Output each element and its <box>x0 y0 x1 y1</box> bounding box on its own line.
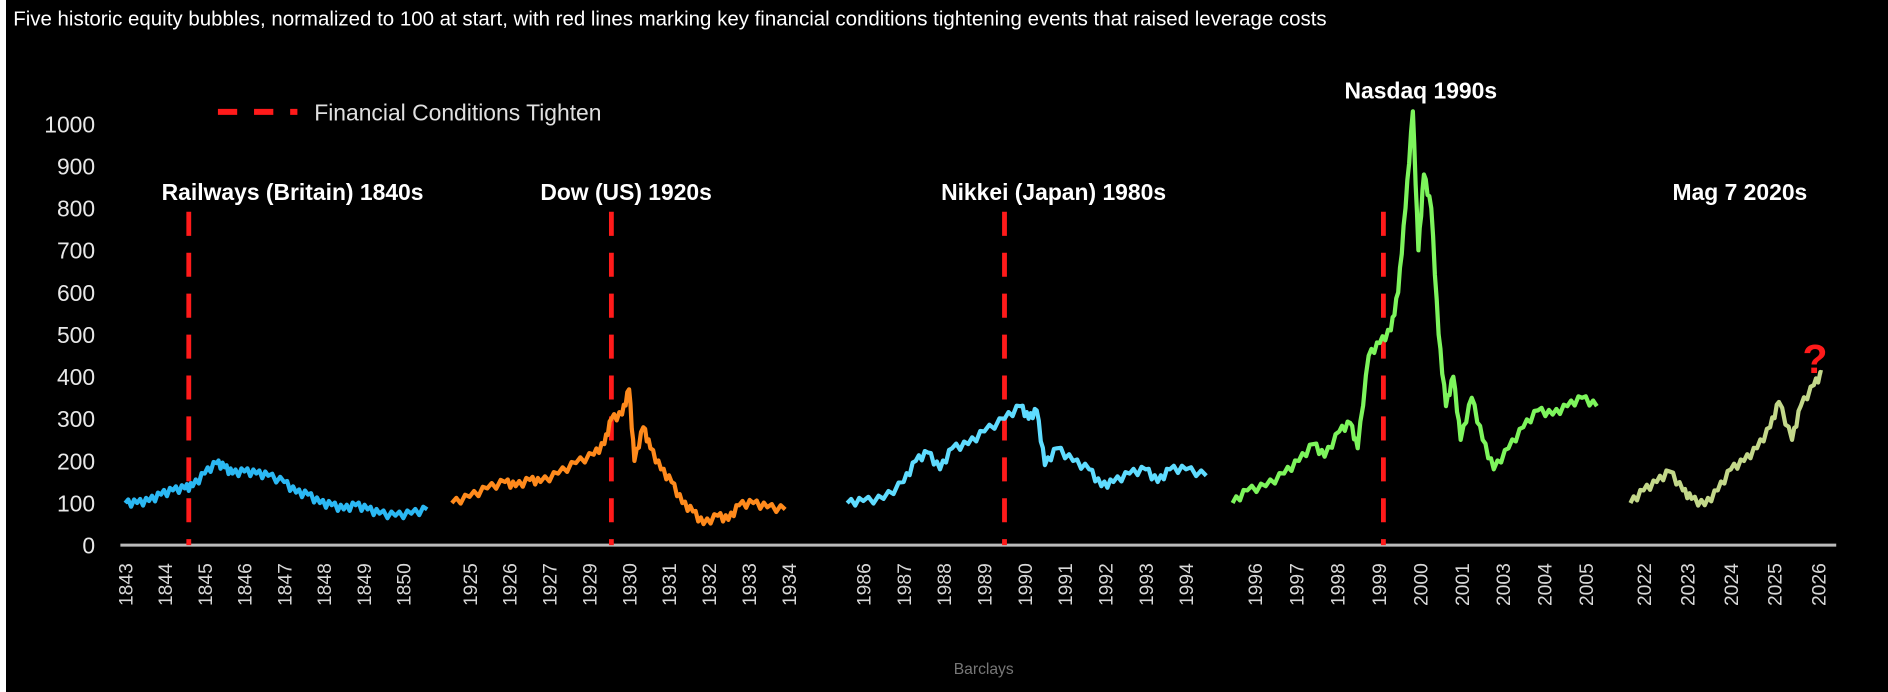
x-tick-label: 2022 <box>1635 563 1656 606</box>
x-tick-label: 1990 <box>1016 563 1037 606</box>
series-line <box>1230 109 1599 505</box>
panels: Railways (Britain) 1840s 1843 1844 1845 1846… <box>116 78 1830 606</box>
panel-0: Railways (Britain) 1840s 1843 1844 1845 1846… <box>116 179 429 606</box>
x-tick-label: 1933 <box>740 563 761 606</box>
chart-container: Five historic equity bubbles, normalized… <box>6 0 1888 692</box>
x-tick-label: 2026 <box>1809 563 1830 606</box>
x-tick-label: 1847 <box>275 563 296 606</box>
x-tick-label: 1930 <box>620 563 641 606</box>
y-tick-label: 700 <box>57 238 95 264</box>
x-tick-label: 1992 <box>1097 563 1118 606</box>
y-tick-label: 100 <box>57 490 95 516</box>
x-tick-label: 1993 <box>1137 563 1158 606</box>
y-tick-label: 0 <box>82 533 95 559</box>
x-tick-label: 1850 <box>395 563 416 606</box>
x-tick-label: 1994 <box>1177 563 1198 606</box>
x-tick-label: 1927 <box>541 563 562 606</box>
x-tick-label: 1929 <box>580 563 601 606</box>
y-tick-label: 600 <box>57 280 95 306</box>
x-tick-label: 1931 <box>660 563 681 606</box>
chart-title: Five historic equity bubbles, normalized… <box>13 7 1326 30</box>
legend-label: Financial Conditions Tighten <box>314 99 601 125</box>
x-tick-label: 1846 <box>236 563 257 606</box>
x-tick-label: 1988 <box>935 563 956 606</box>
panel-title: Nasdaq 1990s <box>1345 78 1498 104</box>
x-tick-label: 1845 <box>196 563 217 606</box>
x-tick-label: 1844 <box>156 563 177 606</box>
x-tick-label: 1932 <box>700 563 721 606</box>
panel-4: Mag 7 2020s 2022 2023 2024 2025 2026 <box>1628 179 1830 606</box>
series-line <box>123 458 429 521</box>
legend: Financial Conditions Tighten <box>217 99 602 125</box>
x-tick-label: 2023 <box>1678 563 1699 606</box>
panel-title: Railways (Britain) 1840s <box>162 179 424 205</box>
x-tick-label: 2005 <box>1577 563 1598 606</box>
x-tick-label: 2001 <box>1453 563 1474 606</box>
x-tick-label: 1843 <box>116 563 137 606</box>
x-tick-label: 2004 <box>1536 563 1557 606</box>
series-line <box>845 403 1208 508</box>
x-tick-label: 1989 <box>976 563 997 606</box>
source-label: Barclays <box>954 661 1014 678</box>
panel-3: Nasdaq 1990s 1996 1997 1998 1999 2000 2001 2003… <box>1230 78 1599 606</box>
panel-title: Dow (US) 1920s <box>540 179 712 205</box>
y-tick-label: 800 <box>57 196 95 222</box>
bubbles-chart: Five historic equity bubbles, normalized… <box>13 7 1837 678</box>
question-mark-annotation: ? <box>1803 336 1828 382</box>
x-tick-label: 1999 <box>1370 563 1391 606</box>
y-tick-label: 300 <box>57 406 95 432</box>
x-tick-label: 1986 <box>855 563 876 606</box>
y-tick-label: 500 <box>57 322 95 348</box>
x-tick-label: 1925 <box>461 563 482 606</box>
y-tick-label: 200 <box>57 448 95 474</box>
y-tick-label: 400 <box>57 364 95 390</box>
y-axis: 0 100 200 300 400 500 600 700 800 900 1000 <box>44 111 95 558</box>
x-tick-label: 2025 <box>1766 563 1787 606</box>
panel-title: Mag 7 2020s <box>1673 179 1808 205</box>
series-line <box>1628 369 1823 508</box>
x-tick-label: 1987 <box>895 563 916 606</box>
x-tick-label: 1997 <box>1287 563 1308 606</box>
panel-2: Nikkei (Japan) 1980s 1986 1987 1988 1989 1990… <box>845 179 1208 606</box>
panel-1: Dow (US) 1920s 1925 1926 1927 1929 1930 1931 19… <box>450 179 801 606</box>
x-tick-label: 1998 <box>1329 563 1350 606</box>
x-tick-label: 1849 <box>355 563 376 606</box>
x-tick-label: 2000 <box>1411 563 1432 606</box>
x-tick-label: 2024 <box>1722 563 1743 606</box>
y-tick-label: 900 <box>57 154 95 180</box>
x-tick-label: 2003 <box>1494 563 1515 606</box>
y-tick-label: 1000 <box>44 111 95 137</box>
x-tick-label: 1926 <box>501 563 522 606</box>
x-tick-label: 1848 <box>315 563 336 606</box>
x-tick-label: 1934 <box>780 563 801 606</box>
series-line <box>450 387 787 527</box>
panel-title: Nikkei (Japan) 1980s <box>941 179 1166 205</box>
x-tick-label: 1996 <box>1246 563 1267 606</box>
x-tick-label: 1991 <box>1056 563 1077 606</box>
